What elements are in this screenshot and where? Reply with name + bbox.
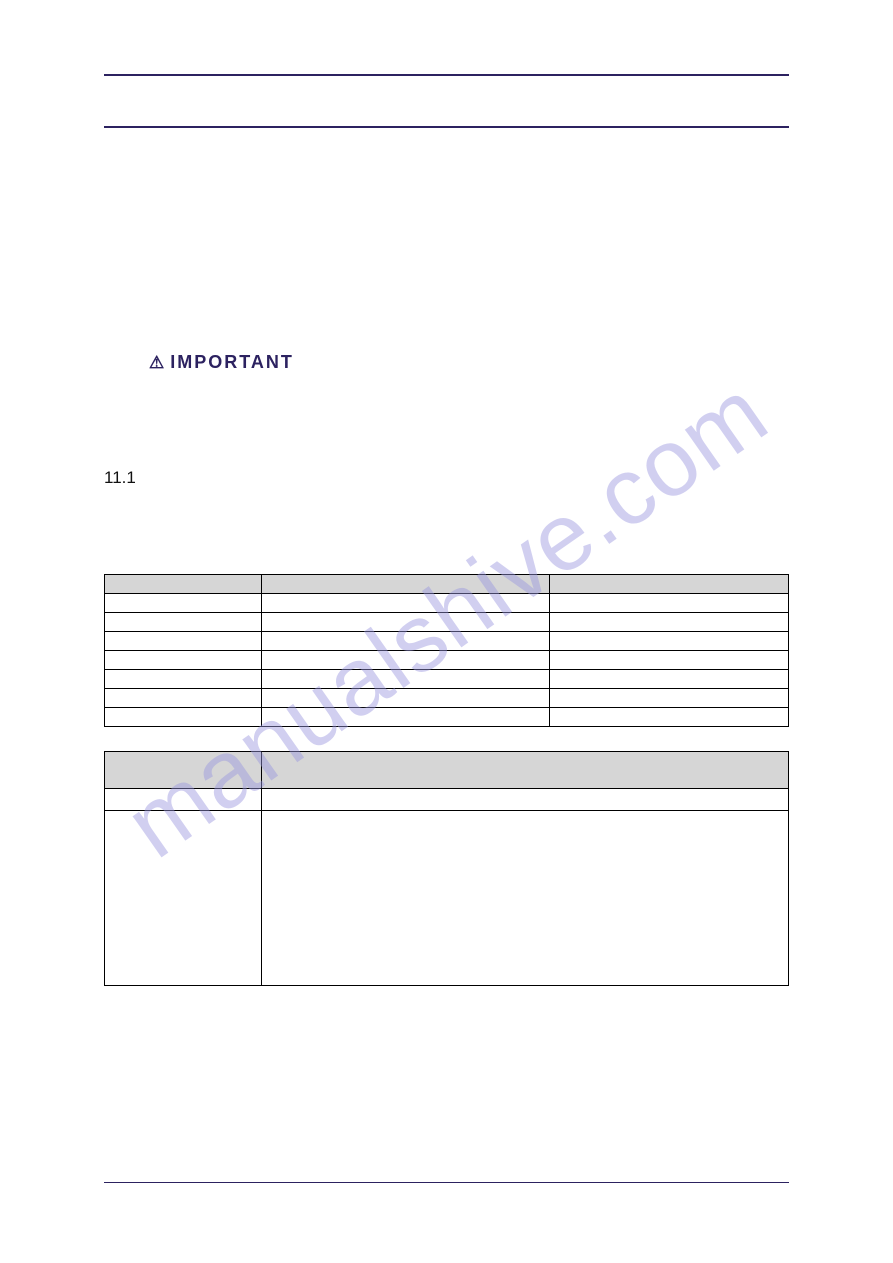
- table-cell: [262, 811, 789, 986]
- important-label: ⚠IMPORTANT: [149, 352, 294, 372]
- table-row: [105, 575, 789, 594]
- warning-icon: ⚠: [149, 353, 166, 372]
- table-cell: [262, 632, 549, 651]
- header-rule-bottom: [104, 126, 789, 128]
- table-2: [104, 751, 789, 986]
- table-cell: [105, 613, 262, 632]
- table-cell: [105, 670, 262, 689]
- table-cell: [549, 613, 788, 632]
- table-row: [105, 789, 789, 811]
- table-row: [105, 651, 789, 670]
- table-cell: [262, 752, 789, 789]
- table-cell: [105, 689, 262, 708]
- header-gap: [104, 76, 789, 126]
- table-row: [105, 632, 789, 651]
- table-row: [105, 594, 789, 613]
- table-cell: [262, 594, 549, 613]
- table-cell: [105, 708, 262, 727]
- table-row: [105, 613, 789, 632]
- footer-rule: [104, 1182, 789, 1183]
- important-callout: ⚠IMPORTANT: [149, 352, 789, 373]
- table-row: [105, 689, 789, 708]
- table-1-wrap: [104, 574, 789, 727]
- table-cell: [105, 752, 262, 789]
- table-cell: [549, 708, 788, 727]
- table-cell: [105, 651, 262, 670]
- table-cell: [262, 789, 789, 811]
- table-cell: [549, 575, 788, 594]
- table-row: [105, 752, 789, 789]
- table-2-wrap: [104, 751, 789, 986]
- table-cell: [105, 594, 262, 613]
- table-cell: [105, 811, 262, 986]
- table-row: [105, 670, 789, 689]
- page-content: ⚠IMPORTANT 11.1: [104, 74, 789, 1183]
- table-1: [104, 574, 789, 727]
- table-cell: [105, 632, 262, 651]
- table-cell: [549, 651, 788, 670]
- table-cell: [549, 632, 788, 651]
- table-cell: [262, 689, 549, 708]
- table-cell: [549, 689, 788, 708]
- table-cell: [105, 575, 262, 594]
- important-text: IMPORTANT: [170, 352, 294, 372]
- table-cell: [262, 708, 549, 727]
- table-cell: [262, 670, 549, 689]
- table-cell: [262, 613, 549, 632]
- table-cell: [262, 651, 549, 670]
- table-row: [105, 708, 789, 727]
- table-cell: [549, 594, 788, 613]
- section-number: 11.1: [104, 468, 789, 488]
- table-cell: [549, 670, 788, 689]
- table-cell: [262, 575, 549, 594]
- table-cell: [105, 789, 262, 811]
- table-row: [105, 811, 789, 986]
